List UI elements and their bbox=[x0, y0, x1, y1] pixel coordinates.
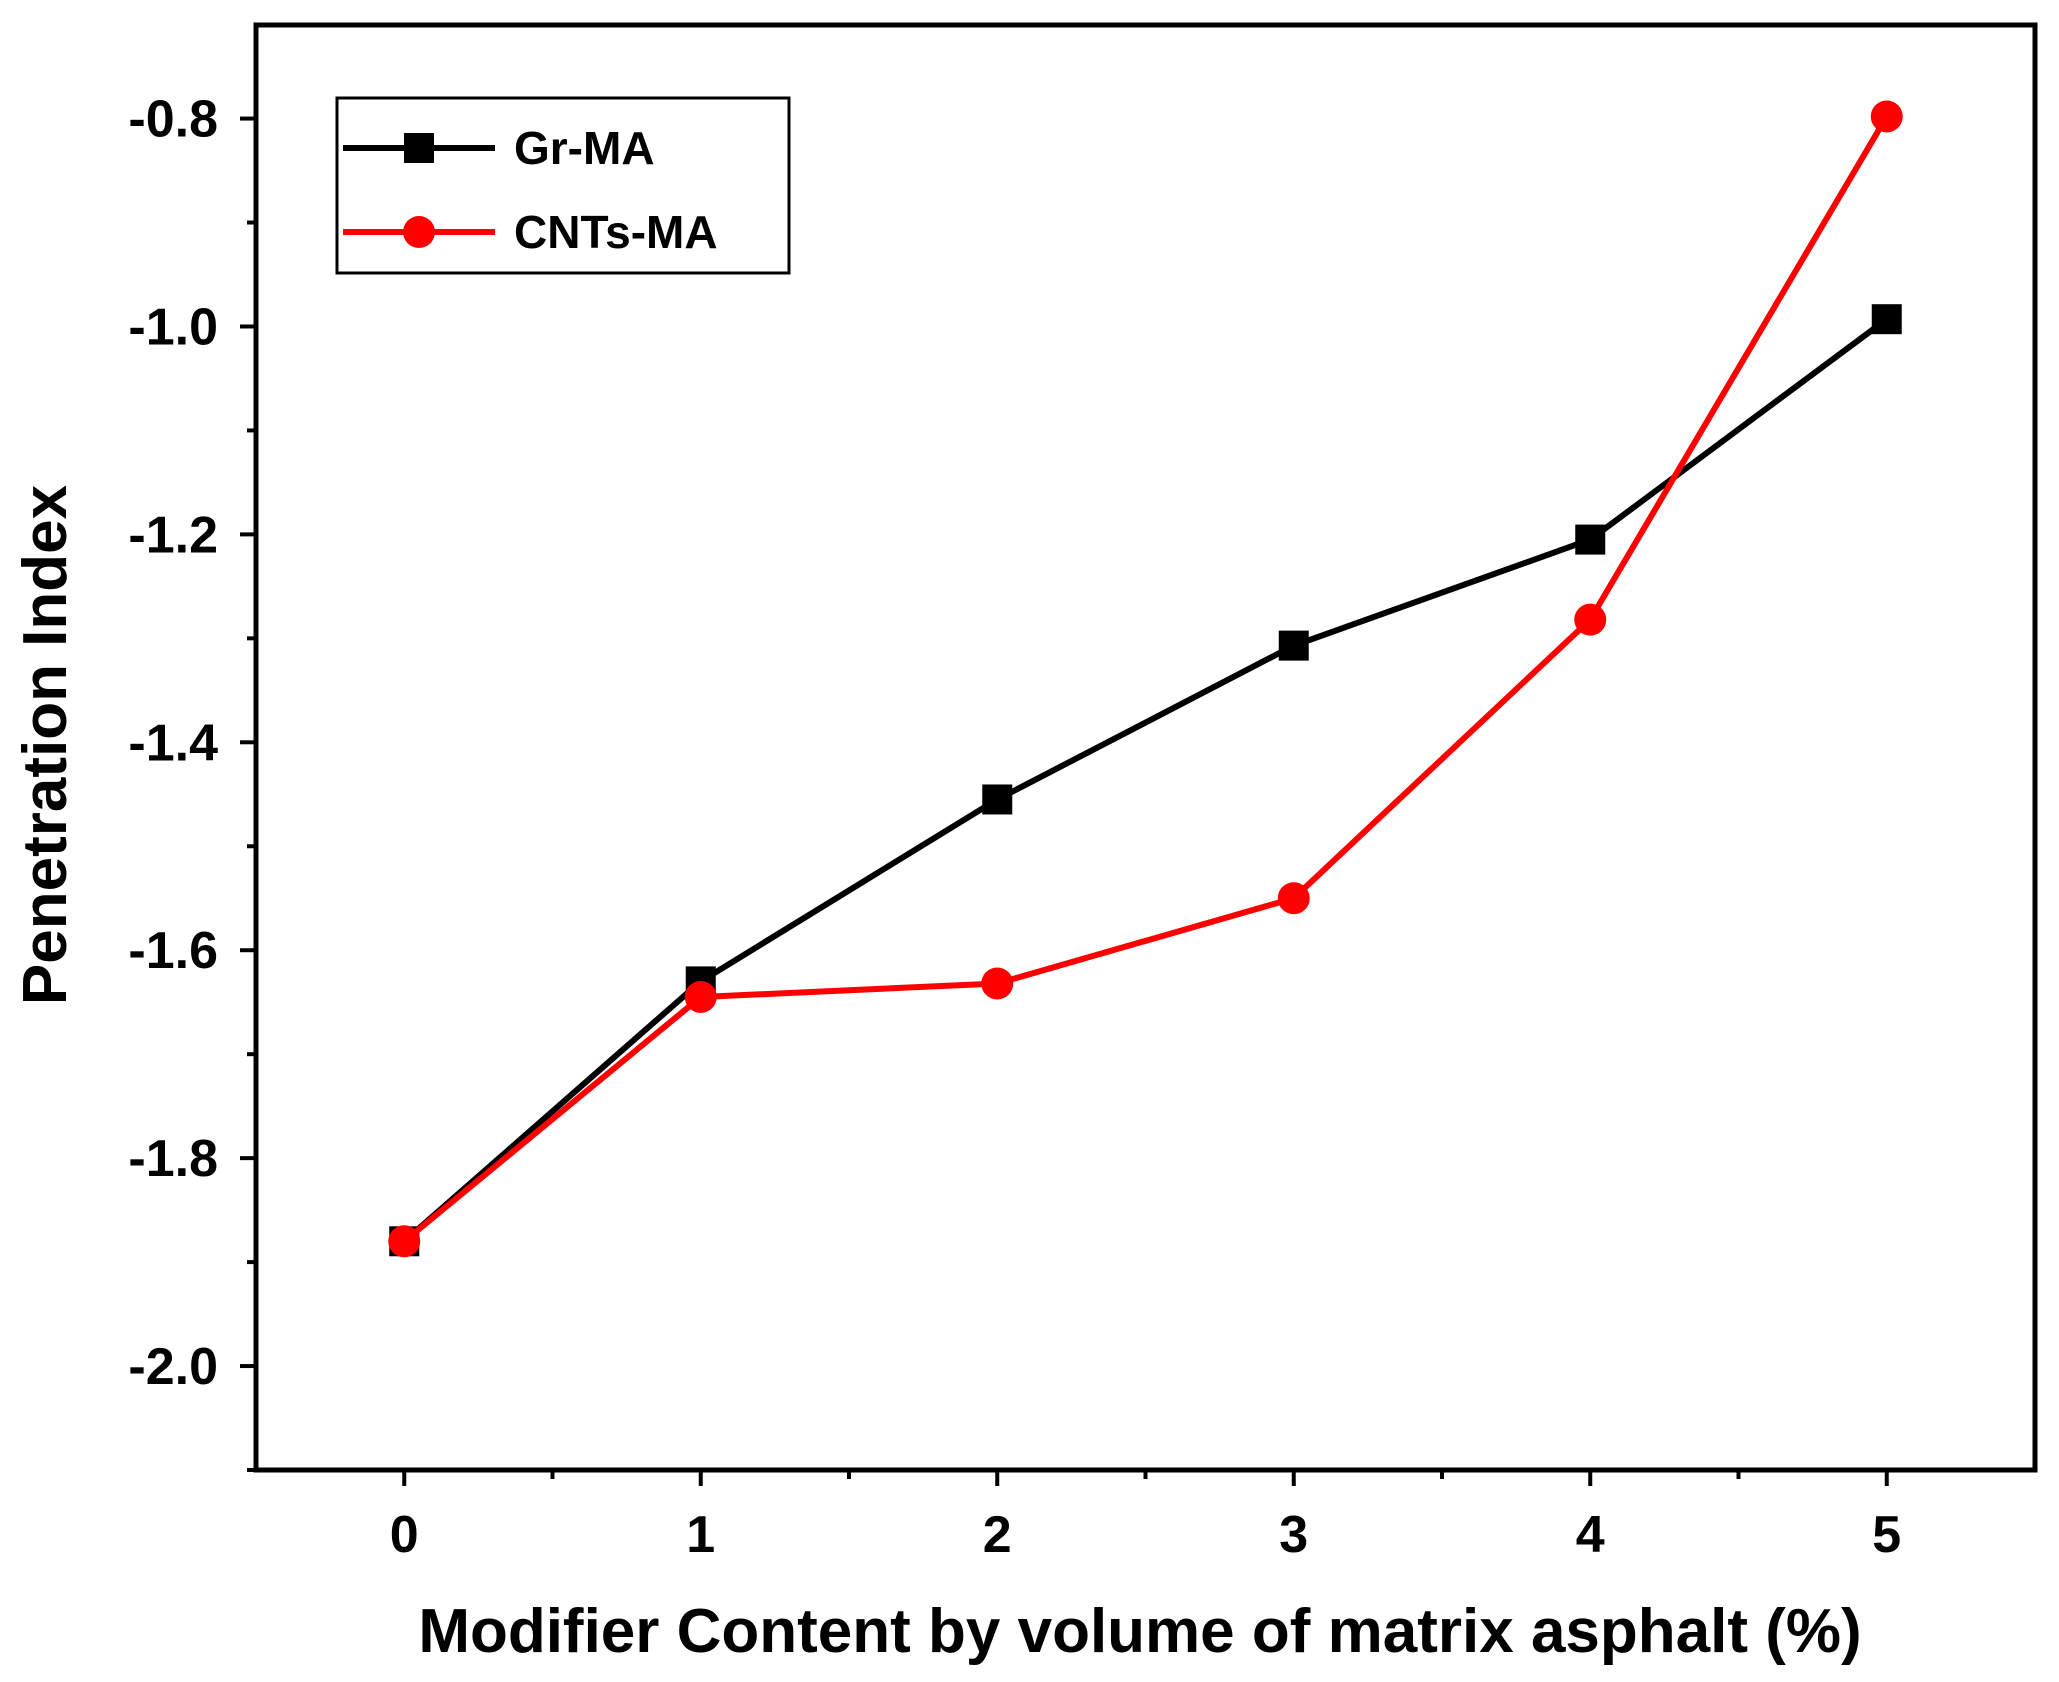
y-tick-label: -1.8 bbox=[128, 1130, 218, 1188]
data-point-cnts-ma bbox=[1574, 603, 1607, 636]
y-tick-label: -1.4 bbox=[128, 714, 218, 772]
data-point-cnts-ma bbox=[388, 1225, 421, 1258]
y-tick-label: -1.2 bbox=[128, 506, 218, 564]
series-line-cnts-ma bbox=[402, 114, 1890, 1244]
series-layer bbox=[388, 100, 1903, 1258]
data-point-cnts-ma bbox=[1870, 100, 1903, 133]
x-tick-label: 3 bbox=[1279, 1506, 1308, 1564]
y-tick-label: -1.0 bbox=[128, 298, 218, 356]
series-line-gr-ma bbox=[402, 316, 1889, 1244]
x-tick-label: 2 bbox=[983, 1506, 1012, 1564]
y-axis-ticks: -0.8 -1.0 -1.2 -1.4 -1.6 -1.8 -2.0 bbox=[128, 91, 256, 1472]
plot-area-frame bbox=[253, 22, 2038, 1473]
y-tick-label: -0.8 bbox=[128, 91, 218, 149]
x-tick-label: 5 bbox=[1872, 1506, 1901, 1564]
legend-label-gr-ma: Gr-MA bbox=[514, 122, 655, 174]
data-point-gr-ma bbox=[1871, 304, 1902, 335]
y-axis-title: Penetration Index bbox=[11, 484, 80, 1005]
data-point-gr-ma bbox=[1278, 630, 1309, 661]
data-point-cnts-ma bbox=[981, 967, 1014, 1000]
data-point-gr-ma bbox=[982, 784, 1013, 815]
data-point-cnts-ma bbox=[1277, 882, 1310, 915]
x-tick-label: 1 bbox=[686, 1506, 715, 1564]
x-axis-title: Modifier Content by volume of matrix asp… bbox=[418, 1597, 1861, 1666]
y-tick-label: -1.6 bbox=[128, 922, 218, 980]
legend: Gr-MA CNTs-MA bbox=[335, 96, 791, 275]
x-tick-label: 0 bbox=[390, 1506, 419, 1564]
legend-marker-gr-ma bbox=[404, 133, 434, 163]
x-tick-label: 4 bbox=[1576, 1506, 1605, 1564]
legend-marker-cnts-ma bbox=[403, 216, 435, 248]
data-point-cnts-ma bbox=[684, 980, 717, 1013]
legend-label-cnts-ma: CNTs-MA bbox=[514, 206, 718, 258]
data-point-gr-ma bbox=[1575, 524, 1606, 555]
x-axis-ticks: 0 1 2 3 4 5 bbox=[390, 1470, 1901, 1564]
y-tick-label: -2.0 bbox=[128, 1338, 218, 1396]
